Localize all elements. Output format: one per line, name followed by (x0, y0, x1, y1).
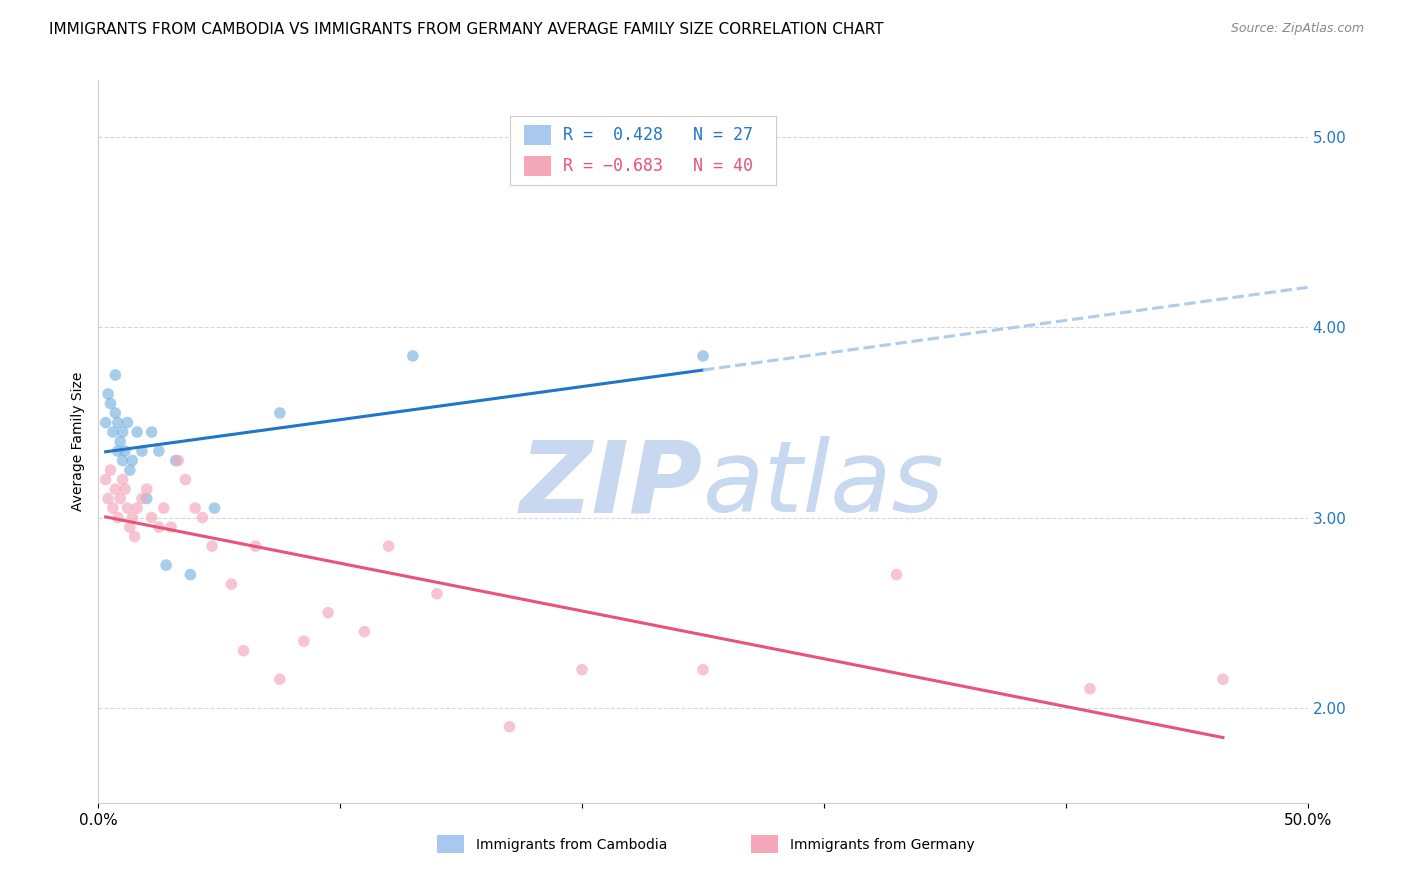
Point (232, 643, 254, 657)
Point (201, 539, 224, 553)
Point (1078, 681, 1101, 696)
Point (316, 606, 339, 620)
Point (121, 510, 143, 524)
Point (571, 663, 593, 677)
Text: ZIP: ZIP (520, 436, 703, 533)
Point (100, 463, 122, 477)
Point (97, 387, 120, 401)
Point (118, 463, 141, 477)
Point (124, 530, 146, 544)
Text: Source: ZipAtlas.com: Source: ZipAtlas.com (1230, 22, 1364, 36)
FancyBboxPatch shape (509, 117, 776, 185)
Point (111, 453, 134, 467)
Point (269, 672, 291, 686)
Point (498, 720, 520, 734)
Point (402, 349, 425, 363)
Point (135, 482, 157, 496)
Text: R = −0.683   N = 40: R = −0.683 N = 40 (562, 157, 752, 175)
Point (160, 520, 183, 534)
Point (148, 444, 170, 458)
Point (1212, 672, 1234, 686)
Point (104, 368, 127, 382)
Point (141, 510, 163, 524)
Point (152, 501, 174, 516)
Point (692, 349, 714, 363)
Point (107, 416, 129, 430)
Point (111, 473, 134, 487)
Point (353, 624, 375, 639)
Point (155, 558, 177, 573)
Point (245, 539, 267, 553)
Point (184, 501, 207, 516)
Point (204, 501, 226, 516)
FancyBboxPatch shape (751, 835, 778, 854)
Point (118, 520, 141, 534)
Y-axis label: Average Family Size: Average Family Size (72, 372, 86, 511)
Point (167, 453, 190, 467)
Text: IMMIGRANTS FROM CAMBODIA VS IMMIGRANTS FROM GERMANY AVERAGE FAMILY SIZE CORRELAT: IMMIGRANTS FROM CAMBODIA VS IMMIGRANTS F… (49, 22, 884, 37)
FancyBboxPatch shape (524, 156, 551, 177)
Point (165, 453, 187, 467)
Point (121, 453, 143, 467)
Point (221, 577, 243, 591)
Point (692, 663, 714, 677)
Text: Immigrants from Cambodia: Immigrants from Cambodia (475, 838, 666, 852)
Text: Immigrants from Germany: Immigrants from Germany (790, 838, 974, 852)
Point (174, 473, 197, 487)
Point (117, 501, 139, 516)
Point (108, 491, 131, 506)
Point (426, 587, 449, 601)
Text: atlas: atlas (703, 436, 945, 533)
Point (108, 434, 131, 449)
Point (148, 520, 170, 534)
Point (114, 444, 136, 458)
Point (135, 491, 157, 506)
Point (114, 482, 136, 496)
FancyBboxPatch shape (524, 125, 551, 145)
Point (179, 567, 201, 582)
Point (131, 444, 153, 458)
Point (111, 425, 134, 439)
Point (131, 491, 153, 506)
Point (104, 406, 127, 420)
Point (292, 634, 315, 648)
Point (127, 501, 149, 516)
Point (141, 425, 163, 439)
Point (94, 416, 117, 430)
Point (107, 444, 129, 458)
Point (191, 510, 214, 524)
FancyBboxPatch shape (437, 835, 464, 854)
Text: R =  0.428   N = 27: R = 0.428 N = 27 (562, 126, 752, 144)
Point (101, 425, 124, 439)
Point (269, 406, 291, 420)
Point (104, 482, 127, 496)
Point (94, 473, 117, 487)
Point (107, 510, 129, 524)
Point (127, 425, 149, 439)
Point (97, 491, 120, 506)
Point (100, 396, 122, 410)
Point (101, 501, 124, 516)
Point (117, 416, 139, 430)
Point (886, 567, 908, 582)
Point (377, 539, 399, 553)
